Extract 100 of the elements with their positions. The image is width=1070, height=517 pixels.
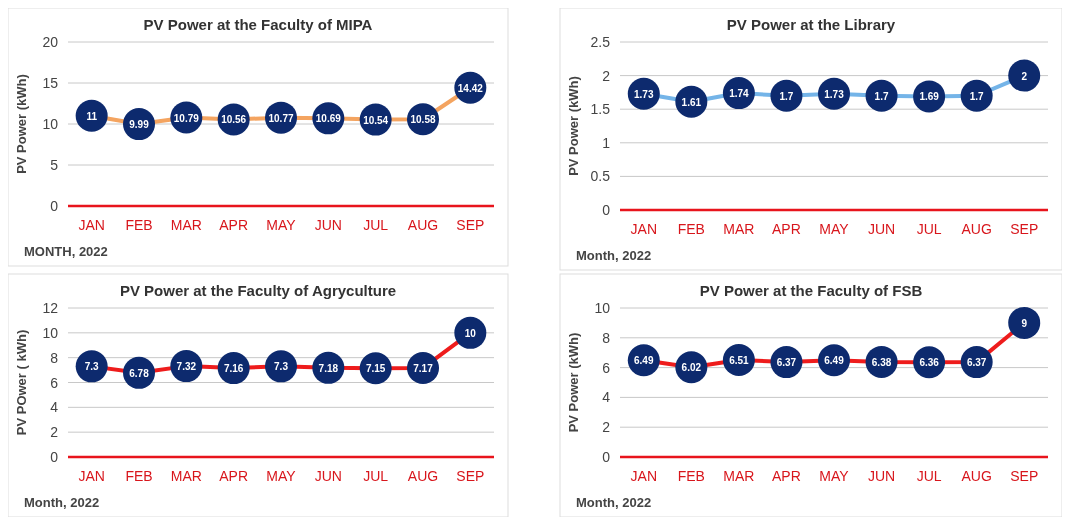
y-axis-title: PV Power (kWh) — [14, 74, 29, 174]
data-label: 6.38 — [871, 356, 892, 368]
y-tick-label: 0 — [602, 202, 611, 218]
x-tick-label: AUG — [407, 468, 439, 484]
x-tick-label: JUN — [867, 221, 896, 237]
y-tick-label: 10 — [594, 300, 611, 316]
x-tick-label: FEB — [125, 468, 153, 484]
data-label: 11 — [86, 110, 98, 122]
data-label: 10.79 — [173, 112, 200, 124]
x-tick-label: APR — [772, 468, 801, 484]
data-label: 6.78 — [129, 367, 150, 379]
x-axis-title: Month, 2022 — [576, 495, 652, 510]
y-tick-label: 4 — [50, 399, 59, 416]
x-tick-label: MAY — [819, 221, 850, 237]
data-label: 14.42 — [457, 82, 484, 94]
y-tick-label: 2 — [602, 67, 611, 84]
x-tick-label: JAN — [78, 468, 105, 484]
data-label: 10.58 — [410, 114, 436, 126]
y-tick-label: 5 — [50, 157, 59, 173]
data-label: 10 — [464, 327, 477, 339]
x-tick-label: FEB — [677, 221, 705, 237]
data-label: 1.7 — [779, 90, 794, 102]
x-axis-title: Month, 2022 — [576, 248, 652, 263]
x-tick-label: SEP — [456, 468, 485, 484]
x-tick-label: JUN — [314, 217, 342, 233]
y-tick-label: 8 — [50, 349, 59, 366]
y-tick-label: 10 — [42, 116, 59, 132]
y-tick-label: 1 — [602, 134, 611, 151]
data-label: 1.7 — [874, 90, 889, 102]
y-tick-label: 0 — [50, 198, 59, 214]
y-tick-label: 4 — [602, 389, 611, 406]
y-tick-label: 20 — [42, 34, 59, 50]
x-tick-label: APR — [219, 217, 249, 233]
x-tick-label: MAR — [170, 217, 202, 233]
x-tick-label: MAR — [723, 221, 755, 237]
x-tick-label: JAN — [78, 217, 105, 233]
y-tick-label: 15 — [42, 75, 59, 91]
data-label: 1.61 — [681, 96, 702, 108]
x-tick-label: AUG — [961, 468, 992, 484]
x-tick-label: JAN — [630, 221, 657, 237]
x-tick-label: MAY — [266, 468, 297, 484]
x-tick-label: APR — [772, 221, 801, 237]
x-tick-label: JUL — [916, 221, 942, 237]
chart-title: PV Power at the Faculty of Agryculture — [119, 282, 397, 299]
y-tick-label: 2.5 — [590, 34, 611, 50]
x-tick-label: JUL — [363, 217, 389, 233]
x-tick-label: MAY — [266, 217, 297, 233]
chart-title: PV Power at the Faculty of FSB — [699, 282, 923, 299]
y-tick-label: 0 — [50, 449, 59, 465]
x-tick-label: FEB — [125, 217, 153, 233]
y-tick-label: 10 — [42, 324, 59, 341]
x-tick-label: JUN — [314, 468, 342, 484]
x-tick-label: JUL — [363, 468, 389, 484]
data-label: 9.99 — [129, 119, 150, 131]
data-label: 7.15 — [365, 363, 386, 375]
x-tick-label: APR — [219, 468, 249, 484]
data-label: 6.37 — [966, 357, 987, 369]
data-label: 6.37 — [776, 357, 797, 369]
chart-title: PV Power at the Library — [726, 16, 896, 33]
data-label: 7.3 — [84, 361, 100, 373]
data-label: 1.7 — [969, 90, 985, 102]
x-tick-label: JUN — [867, 468, 896, 484]
data-label: 7.3 — [274, 361, 289, 373]
data-label: 10.54 — [363, 114, 389, 126]
y-axis-title: PV Power (kWh) — [566, 76, 581, 176]
data-label: 1.73 — [634, 88, 654, 100]
data-label: 7.16 — [223, 363, 244, 375]
data-label: 2 — [1021, 70, 1028, 82]
data-label: 10.77 — [268, 112, 294, 124]
data-label: 7.32 — [176, 361, 197, 373]
y-tick-label: 2 — [50, 424, 59, 441]
y-tick-label: 1.5 — [590, 101, 611, 118]
data-label: 6.49 — [824, 355, 845, 367]
data-label: 10.56 — [221, 114, 247, 126]
data-label: 1.69 — [919, 91, 940, 103]
x-tick-label: JUL — [916, 468, 942, 484]
data-label: 6.36 — [919, 357, 940, 369]
x-tick-label: SEP — [456, 217, 485, 233]
data-label: 6.51 — [729, 355, 750, 366]
data-label: 7.17 — [413, 362, 434, 374]
data-label: 7.18 — [318, 362, 339, 374]
x-tick-label: SEP — [1010, 468, 1039, 484]
data-label: 6.02 — [681, 362, 702, 374]
x-tick-label: JAN — [630, 468, 657, 484]
data-label: 10.69 — [315, 113, 342, 125]
y-axis-title: PV POwer ( kWh) — [14, 329, 29, 436]
x-tick-label: FEB — [677, 468, 705, 484]
x-tick-label: AUG — [407, 217, 439, 233]
x-tick-label: MAR — [723, 468, 755, 484]
x-tick-label: SEP — [1010, 221, 1039, 237]
x-tick-label: MAY — [819, 468, 850, 484]
y-tick-label: 0.5 — [590, 168, 611, 185]
data-label: 1.73 — [824, 88, 845, 100]
x-axis-title: MONTH, 2022 — [24, 244, 108, 259]
x-tick-label: AUG — [961, 221, 992, 237]
x-tick-label: MAR — [170, 468, 202, 484]
y-tick-label: 0 — [602, 449, 611, 465]
y-tick-label: 6 — [602, 359, 611, 376]
y-tick-label: 6 — [50, 374, 59, 391]
y-axis-title: PV Power (kWh) — [566, 332, 581, 433]
